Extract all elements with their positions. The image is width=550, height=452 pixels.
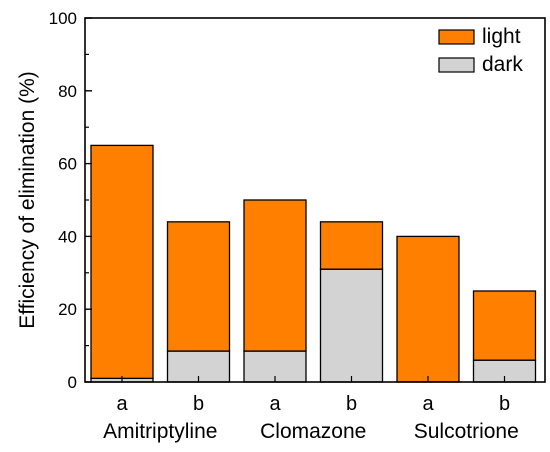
- x-tick-label: b: [499, 393, 510, 415]
- axes-layer: [84, 17, 546, 383]
- x-tick-label: a: [116, 393, 128, 415]
- group-label: Sulcotrione: [414, 420, 519, 443]
- legend: light dark: [438, 25, 523, 76]
- legend-label-dark: dark: [482, 53, 523, 76]
- group-label: Amitriptyline: [103, 420, 217, 443]
- bar-dark-3: [319, 268, 384, 383]
- legend-swatch-light: [438, 29, 475, 45]
- bar-light-0: [90, 144, 154, 380]
- x-tick-label: a: [422, 393, 434, 415]
- bar-light-3: [319, 221, 384, 270]
- y-tick-label: 60: [58, 155, 77, 174]
- y-tick-label: 80: [58, 82, 77, 101]
- y-tick-label: 40: [58, 227, 77, 246]
- bars-layer: [90, 144, 537, 383]
- y-tick-label: 0: [68, 373, 77, 392]
- x-tick-label: b: [193, 393, 204, 415]
- x-tick-label: b: [346, 393, 357, 415]
- y-tick-label: 100: [49, 9, 77, 28]
- legend-label-light: light: [482, 25, 521, 48]
- bar-light-1: [166, 221, 231, 352]
- labels-layer: a b a b a b Amitriptyline Clomazone Sulcotrione 0…: [49, 9, 519, 443]
- group-label: Clomazone: [260, 420, 366, 443]
- x-tick-label: a: [269, 393, 281, 415]
- legend-swatch-dark: [438, 57, 475, 73]
- bar-light-5: [472, 290, 537, 361]
- bar-light-2: [243, 199, 307, 352]
- y-axis-label: Efficiency of elimination (%): [16, 71, 39, 329]
- y-tick-label: 20: [58, 300, 77, 319]
- bar-light-4: [396, 235, 460, 383]
